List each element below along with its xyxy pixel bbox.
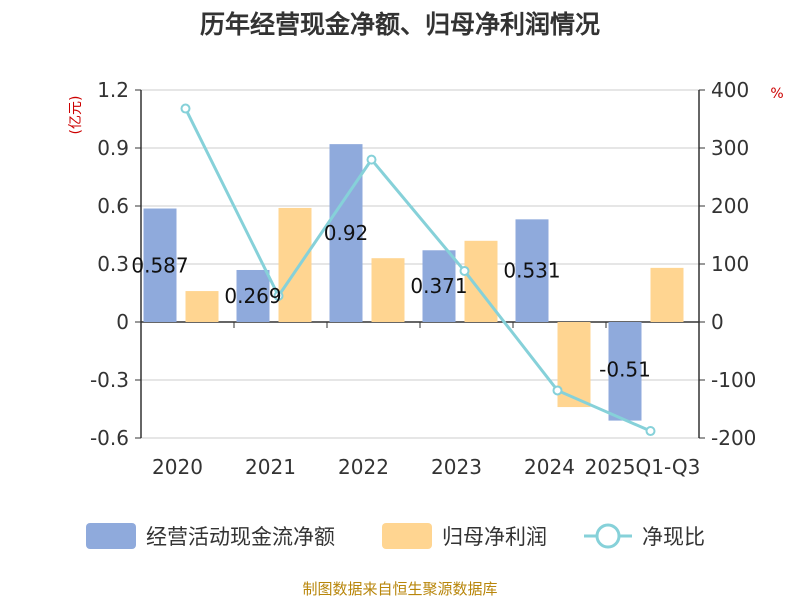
left-axis-ticks: 1.2 0.9 0.6 0.3 0 -0.3 -0.6 xyxy=(90,78,141,450)
data-label-cashflow: 0.269 xyxy=(224,284,281,308)
left-tick-label: -0.6 xyxy=(90,426,129,450)
bar-netprofit xyxy=(185,291,219,322)
right-tick-label: 200 xyxy=(711,194,749,218)
right-tick-label: 0 xyxy=(711,310,724,334)
legend-marker-ratio xyxy=(595,523,621,549)
data-label-cashflow: 0.587 xyxy=(131,253,188,277)
axes xyxy=(140,90,700,438)
bar-cashflow xyxy=(236,269,270,322)
x-tick-label: 2022 xyxy=(338,455,389,479)
left-tick-label: 0.3 xyxy=(97,252,129,276)
left-tick-label: 0.6 xyxy=(97,194,129,218)
x-tick-label: 2024 xyxy=(524,455,575,479)
bar-series xyxy=(143,144,684,421)
ratio-point xyxy=(366,154,377,165)
bar-netprofit xyxy=(557,322,591,408)
left-tick-label: 1.2 xyxy=(97,78,129,102)
legend-swatch-netprofit xyxy=(382,523,432,549)
x-tick-label: 2021 xyxy=(245,455,296,479)
x-tick-label: 2025Q1-Q3 xyxy=(585,455,701,479)
legend: 经营活动现金流净额 归母净利润 净现比 xyxy=(86,523,705,549)
right-axis-ticks: 400 300 200 100 0 -100 -200 xyxy=(699,78,756,450)
legend-label-cashflow: 经营活动现金流净额 xyxy=(146,525,335,549)
chart-title: 历年经营现金净额、归母净利润情况 xyxy=(200,10,600,39)
ratio-point xyxy=(459,265,470,276)
right-tick-label: 300 xyxy=(711,136,749,160)
left-tick-label: 0.9 xyxy=(97,136,129,160)
bar-cashflow xyxy=(143,208,177,322)
ratio-point xyxy=(645,426,656,437)
source-note: 制图数据来自恒生聚源数据库 xyxy=(302,580,497,598)
x-tick-label: 2023 xyxy=(431,455,482,479)
legend-label-ratio: 净现比 xyxy=(642,525,705,549)
ratio-point xyxy=(273,290,284,301)
left-tick-label: 0 xyxy=(116,310,129,334)
bar-netprofit xyxy=(371,258,405,322)
x-tick-label: 2020 xyxy=(152,455,203,479)
data-label-cashflow: -0.51 xyxy=(599,357,651,381)
legend-swatch-cashflow xyxy=(86,523,136,549)
ratio-point xyxy=(552,385,563,396)
ratio-point xyxy=(180,103,191,114)
data-label-cashflow: 0.371 xyxy=(410,274,467,298)
ratio-line xyxy=(184,107,652,433)
data-label-cashflow: 0.531 xyxy=(503,259,560,283)
data-label-cashflow: 0.92 xyxy=(324,221,369,245)
right-tick-label: 100 xyxy=(711,252,749,276)
left-tick-label: -0.3 xyxy=(90,368,129,392)
bar-netprofit xyxy=(464,240,498,322)
right-tick-label: -100 xyxy=(711,368,756,392)
line-series xyxy=(180,103,656,437)
bar-cashflow xyxy=(608,322,642,421)
bar-netprofit xyxy=(650,267,684,322)
bar-cashflow xyxy=(329,144,363,322)
bar-netprofit xyxy=(278,207,312,322)
right-tick-label: 400 xyxy=(711,78,749,102)
right-axis-unit: % xyxy=(770,86,783,102)
right-tick-label: -200 xyxy=(711,426,756,450)
bar-cashflow xyxy=(422,250,456,322)
legend-label-netprofit: 归母净利润 xyxy=(442,525,547,549)
left-axis-unit: (亿元) xyxy=(68,96,84,135)
data-labels: 0.587 0.269 0.92 0.371 0.531 -0.51 xyxy=(131,221,651,381)
x-axis-ticks: 2020 2021 2022 2023 2024 2025Q1-Q3 xyxy=(152,322,700,479)
bar-cashflow xyxy=(515,219,549,322)
